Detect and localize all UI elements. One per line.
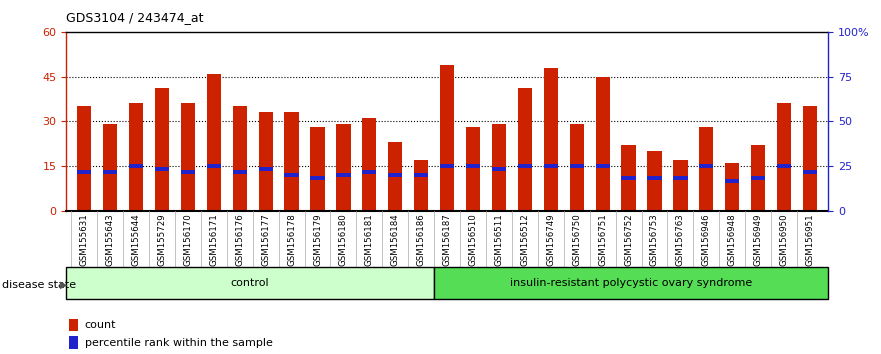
- Bar: [155, 167, 169, 171]
- Text: GSM156753: GSM156753: [650, 213, 659, 266]
- Bar: [258, 112, 273, 211]
- Bar: [78, 106, 92, 211]
- Bar: [725, 179, 739, 183]
- Text: insulin-resistant polycystic ovary syndrome: insulin-resistant polycystic ovary syndr…: [510, 278, 752, 288]
- Bar: [803, 106, 817, 211]
- Bar: [155, 88, 169, 211]
- Bar: [103, 170, 117, 174]
- Bar: [181, 103, 195, 211]
- Bar: [648, 151, 662, 211]
- Bar: [440, 65, 455, 211]
- Text: GSM156180: GSM156180: [339, 213, 348, 266]
- Bar: [78, 170, 92, 174]
- Bar: [258, 167, 273, 171]
- Text: GSM156176: GSM156176: [235, 213, 244, 266]
- Text: GSM156510: GSM156510: [469, 213, 478, 266]
- Text: GSM155729: GSM155729: [158, 213, 167, 266]
- Bar: [725, 163, 739, 211]
- Bar: [700, 164, 714, 168]
- Text: control: control: [231, 278, 270, 288]
- Text: GSM156751: GSM156751: [598, 213, 607, 266]
- Text: GSM156178: GSM156178: [287, 213, 296, 266]
- Text: GSM156177: GSM156177: [261, 213, 270, 266]
- Bar: [69, 319, 78, 331]
- Text: GSM156181: GSM156181: [365, 213, 374, 266]
- Text: GSM156512: GSM156512: [521, 213, 529, 266]
- Text: GSM156951: GSM156951: [805, 213, 815, 266]
- Bar: [414, 173, 428, 177]
- Bar: [285, 112, 299, 211]
- Bar: [544, 164, 558, 168]
- Bar: [129, 103, 144, 211]
- Bar: [570, 124, 584, 211]
- Text: GDS3104 / 243474_at: GDS3104 / 243474_at: [66, 11, 204, 24]
- Bar: [233, 106, 247, 211]
- Text: GSM156511: GSM156511: [494, 213, 503, 266]
- Text: count: count: [85, 320, 116, 330]
- Bar: [69, 336, 78, 349]
- Bar: [492, 124, 506, 211]
- Bar: [700, 127, 714, 211]
- Bar: [466, 127, 480, 211]
- Bar: [207, 74, 221, 211]
- Text: GSM155644: GSM155644: [131, 213, 141, 266]
- Bar: [103, 124, 117, 211]
- Bar: [310, 127, 324, 211]
- Bar: [803, 170, 817, 174]
- Bar: [648, 176, 662, 179]
- Text: GSM156950: GSM156950: [780, 213, 788, 266]
- Text: disease state: disease state: [2, 280, 76, 290]
- Bar: [337, 124, 351, 211]
- Bar: [389, 142, 403, 211]
- Bar: [544, 68, 558, 211]
- Bar: [310, 176, 324, 179]
- Text: GSM156186: GSM156186: [417, 213, 426, 266]
- Bar: [621, 176, 636, 179]
- Bar: [777, 103, 791, 211]
- Bar: [570, 164, 584, 168]
- Bar: [518, 164, 532, 168]
- Text: GSM156946: GSM156946: [702, 213, 711, 266]
- Bar: [673, 176, 687, 179]
- Bar: [181, 170, 195, 174]
- Text: GSM155631: GSM155631: [79, 213, 89, 266]
- Text: GSM156187: GSM156187: [442, 213, 452, 266]
- Text: GSM156749: GSM156749: [546, 213, 555, 266]
- Bar: [673, 160, 687, 211]
- Bar: [389, 173, 403, 177]
- Text: percentile rank within the sample: percentile rank within the sample: [85, 338, 272, 348]
- Bar: [466, 164, 480, 168]
- Bar: [207, 164, 221, 168]
- Text: GSM156949: GSM156949: [753, 213, 763, 266]
- Bar: [492, 167, 506, 171]
- Bar: [440, 164, 455, 168]
- Bar: [518, 88, 532, 211]
- Text: GSM156763: GSM156763: [676, 213, 685, 266]
- Bar: [129, 164, 144, 168]
- Bar: [285, 173, 299, 177]
- Text: GSM156948: GSM156948: [728, 213, 737, 266]
- Bar: [751, 176, 766, 179]
- Bar: [596, 76, 610, 211]
- Text: GSM156179: GSM156179: [313, 213, 322, 266]
- Bar: [434, 267, 828, 299]
- Bar: [362, 118, 376, 211]
- Bar: [362, 170, 376, 174]
- Bar: [596, 164, 610, 168]
- Text: GSM155643: GSM155643: [106, 213, 115, 266]
- Bar: [66, 267, 434, 299]
- Text: GSM156184: GSM156184: [391, 213, 400, 266]
- Text: GSM156170: GSM156170: [183, 213, 192, 266]
- Bar: [337, 173, 351, 177]
- Bar: [414, 160, 428, 211]
- Text: GSM156752: GSM156752: [624, 213, 633, 266]
- Bar: [751, 145, 766, 211]
- Text: GSM156750: GSM156750: [573, 213, 581, 266]
- Bar: [233, 170, 247, 174]
- Bar: [621, 145, 636, 211]
- Text: ▶: ▶: [60, 280, 68, 290]
- Text: GSM156171: GSM156171: [210, 213, 218, 266]
- Bar: [777, 164, 791, 168]
